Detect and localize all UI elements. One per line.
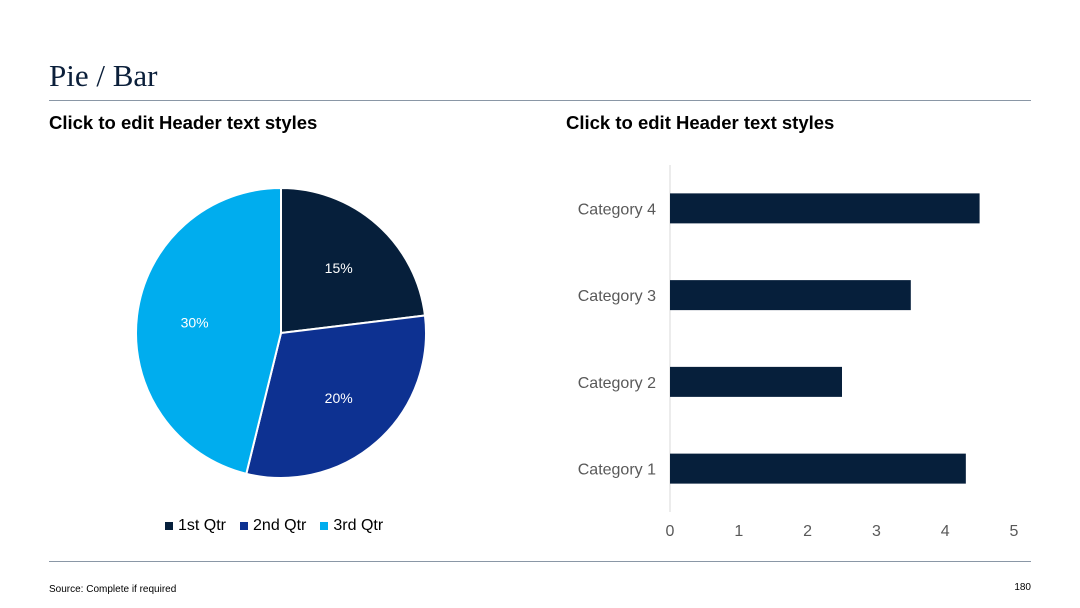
source-note: Source: Complete if required (49, 584, 177, 595)
legend-swatch (320, 522, 329, 530)
legend-label: 1st Qtr (178, 517, 227, 534)
legend-item-1: 1st Qtr (165, 517, 226, 535)
bar-3 (670, 280, 911, 311)
x-tick-label-3: 3 (872, 523, 881, 540)
pie-slice-1 (280, 186, 427, 335)
x-tick-label-1: 1 (734, 523, 743, 540)
legend-item-2: 2nd Qtr (240, 517, 306, 535)
category-label-4: Category 4 (578, 201, 656, 218)
pie-slice-3 (135, 186, 282, 475)
slide-title: Pie / Bar (49, 58, 158, 93)
legend-swatch (240, 522, 249, 530)
bar-2 (670, 366, 842, 397)
category-label-2: Category 2 (578, 375, 656, 392)
x-tick-label-5: 5 (1010, 523, 1019, 540)
pie-legend: 1st Qtr 2nd Qtr 3rd Qtr (165, 517, 383, 535)
left-chart-header: Click to edit Header text styles (49, 112, 318, 133)
legend-item-3: 3rd Qtr (320, 517, 383, 535)
category-label-1: Category 1 (578, 462, 656, 479)
pie-data-label-2: 20% (325, 390, 353, 406)
legend-label: 3rd Qtr (333, 517, 384, 534)
page-number: 180 (1014, 582, 1031, 593)
title-divider (49, 100, 1031, 101)
pie-chart: 15% 20% 30% (135, 186, 427, 479)
x-tick-label-0: 0 (666, 523, 675, 540)
pie-slice-2 (245, 314, 427, 479)
x-tick-label-4: 4 (941, 523, 950, 540)
footer-divider (49, 561, 1031, 562)
bar-chart: Category 1 Category 2 Category 3 Category 4… (578, 165, 1019, 540)
bar-4 (670, 193, 980, 224)
legend-swatch (165, 522, 173, 530)
bar-1 (670, 453, 966, 484)
category-label-3: Category 3 (578, 288, 656, 305)
right-chart-header: Click to edit Header text styles (566, 112, 835, 133)
x-tick-label-2: 2 (803, 523, 812, 540)
pie-data-label-1: 15% (325, 260, 353, 276)
legend-label: 2nd Qtr (253, 517, 307, 534)
pie-data-label-3: 30% (181, 315, 209, 331)
